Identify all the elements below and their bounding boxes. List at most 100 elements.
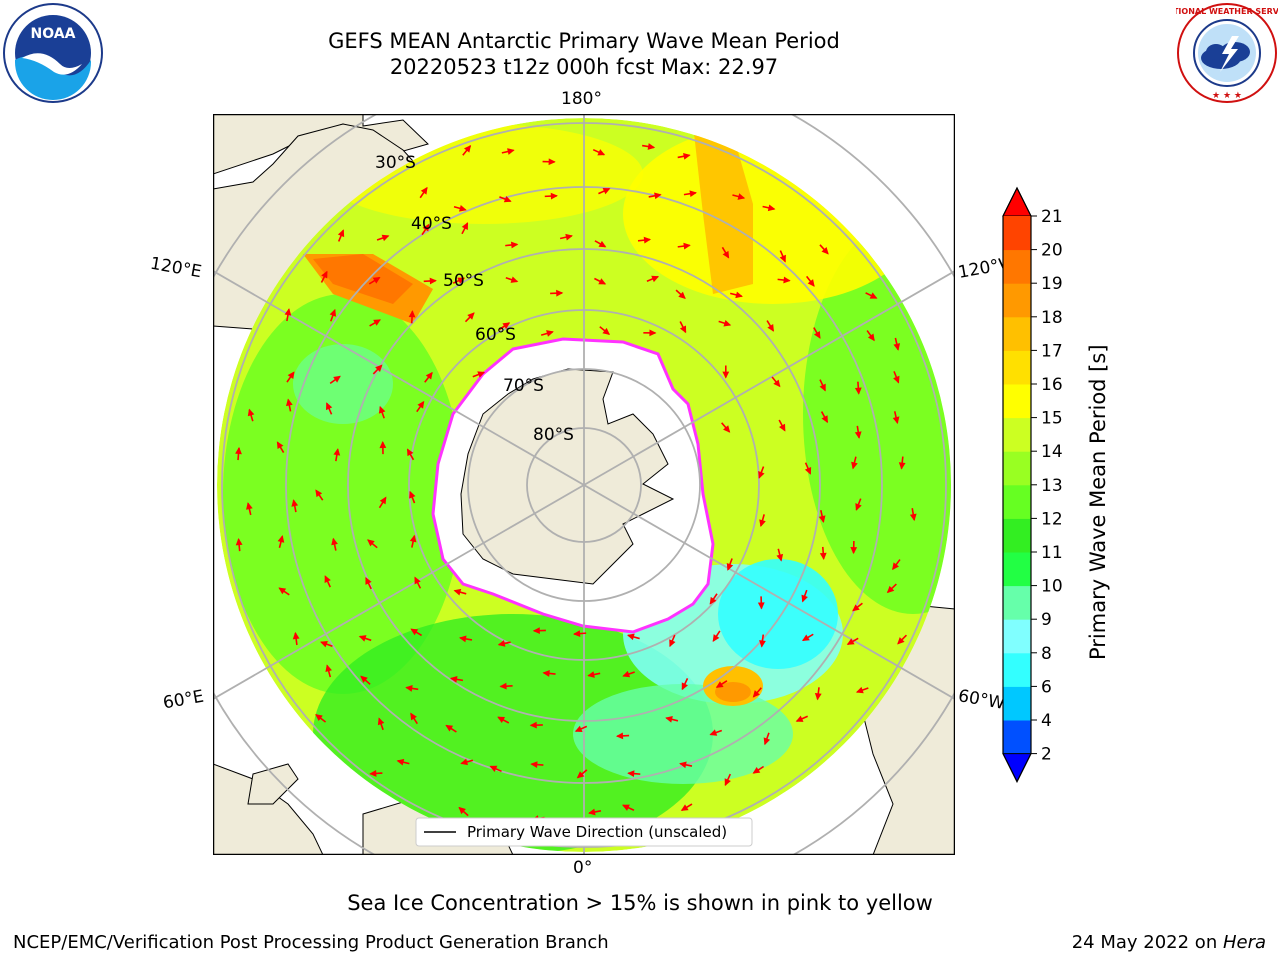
wave-arrow-head	[767, 323, 774, 332]
wave-arrow-head	[722, 250, 730, 259]
wave-arrow-head	[576, 771, 585, 779]
wave-arrow-head	[615, 732, 624, 740]
wave-arrow-head	[556, 289, 564, 297]
wave-arrow-head	[379, 440, 387, 449]
wave-arrow-head	[669, 639, 676, 648]
wave-arrow-head	[406, 448, 414, 457]
colorbar-under-extension	[1002, 753, 1032, 783]
colorbar-bin	[1003, 316, 1031, 351]
colorbar-tick-label: 10	[1041, 577, 1063, 597]
wave-arrow-head	[643, 236, 652, 244]
wave-arrow-head	[457, 277, 466, 284]
wave-arrow-head	[678, 291, 686, 299]
wave-arrow-head	[821, 415, 828, 424]
wave-arrow-head	[459, 635, 467, 643]
wave-arrow-head	[683, 152, 691, 160]
colorbar-label: Primary Wave Mean Period [s]	[1086, 344, 1110, 660]
colorbar-bin	[1003, 585, 1031, 620]
wave-arrow-head	[598, 278, 607, 285]
lat-label-50s: 50°S	[443, 271, 484, 291]
wave-direction-arrows	[235, 143, 917, 827]
colorbar-tick-label: 9	[1041, 610, 1052, 630]
wave-arrow-head	[821, 247, 829, 255]
wave-arrow-head	[381, 234, 390, 242]
wave-arrow-head	[246, 502, 253, 510]
lat-label-70s: 70°S	[503, 376, 544, 396]
wave-arrow-head	[235, 446, 242, 455]
wave-arrow-head	[360, 675, 368, 683]
wave-arrow-head	[247, 408, 255, 417]
wave-arrow-head	[445, 724, 454, 732]
wave-arrow-head	[329, 308, 337, 317]
colorbar-over-extension	[1002, 186, 1032, 217]
wave-arrow-head	[365, 577, 372, 585]
wave-arrow-head	[369, 770, 377, 777]
wave-arrow-head	[776, 553, 784, 562]
wave-arrow-head	[759, 519, 766, 528]
wave-arrow-head	[548, 158, 556, 166]
wave-arrow-head	[574, 725, 583, 732]
wave-arrow-head	[804, 466, 812, 475]
wave-arrow-head	[337, 229, 345, 238]
wave-arrow-head	[622, 670, 631, 678]
wave-arrow-head	[855, 686, 864, 694]
wave-arrow-head	[627, 770, 635, 778]
wave-arrow-head	[331, 537, 338, 546]
wave-arrow-head	[763, 737, 771, 746]
wave-arrow-head	[801, 594, 808, 603]
wave-arrow-head	[324, 575, 331, 584]
wave-arrow-head	[497, 640, 506, 647]
wave-arrow-head	[588, 808, 596, 816]
lat-label-30s: 30°S	[375, 153, 416, 173]
wave-arrow-head	[414, 576, 421, 585]
colorbar-bin	[1003, 283, 1031, 318]
wave-arrow-head	[425, 371, 433, 380]
wave-arrow-head	[542, 670, 550, 677]
wave-arrow-head	[422, 223, 430, 232]
wave-arrow-head	[709, 729, 718, 736]
wave-arrow-head	[375, 364, 383, 372]
wave-arrow-head	[372, 277, 381, 284]
wave-arrow-head	[846, 638, 855, 645]
chart-title: GEFS MEAN Antarctic Primary Wave Mean Pe…	[328, 29, 840, 53]
wave-arrow-head	[680, 804, 689, 811]
wave-arrow-head	[373, 319, 381, 326]
colorbar-bin	[1003, 350, 1031, 385]
wave-arrow-head	[278, 587, 287, 595]
graticule	[213, 114, 955, 855]
colorbar-bin	[1003, 417, 1031, 452]
wave-arrow-head	[449, 676, 458, 683]
wave-arrow-head	[679, 761, 687, 769]
wave-arrow-head	[767, 204, 776, 212]
wave-arrow-head	[467, 312, 475, 320]
wave-arrow-head	[649, 329, 657, 337]
wave-arrow-head	[665, 716, 673, 723]
wave-arrow-head	[379, 496, 387, 505]
wave-arrow-head	[358, 635, 367, 642]
footer-date: 24 May 2022 on Hera	[1072, 932, 1266, 953]
map-legend: Primary Wave Direction (unscaled)	[415, 817, 753, 847]
wave-arrow-head	[367, 539, 375, 547]
wave-arrow-head	[510, 241, 519, 249]
wave-arrow-head	[333, 448, 341, 456]
footer-credit: NCEP/EMC/Verification Post Processing Pr…	[13, 932, 609, 953]
colorbar: 2 4 6 8 9 10 11 12 13 14 15 16 17 18 19 20 21 Primary Wa…	[1002, 186, 1110, 783]
polar-map: 30°S 40°S 50°S 60°S 70°S 80°S Primary Wa…	[213, 114, 955, 855]
colorbar-bin	[1003, 619, 1031, 654]
wave-arrow-head	[654, 192, 662, 200]
colorbar-tick-label: 11	[1041, 543, 1063, 563]
wave-arrow-head	[679, 325, 687, 334]
wave-arrow-head	[854, 387, 862, 395]
wave-arrow-head	[550, 192, 558, 200]
wave-arrow-head	[867, 333, 875, 342]
wave-arrow-head	[892, 562, 900, 571]
colorbar-tick-label: 20	[1041, 241, 1063, 261]
colorbar-bin	[1003, 652, 1031, 687]
wave-arrow-head	[546, 330, 554, 337]
wave-arrow-head	[503, 195, 512, 203]
wave-arrow-head	[532, 627, 540, 635]
colorbar-tick-label: 15	[1041, 409, 1063, 429]
wave-arrow-head	[461, 222, 469, 230]
colorbar-bin	[1003, 484, 1031, 519]
nws-logo: NATIONAL WEATHER SERVICE ★ ★ ★	[1176, 3, 1278, 103]
